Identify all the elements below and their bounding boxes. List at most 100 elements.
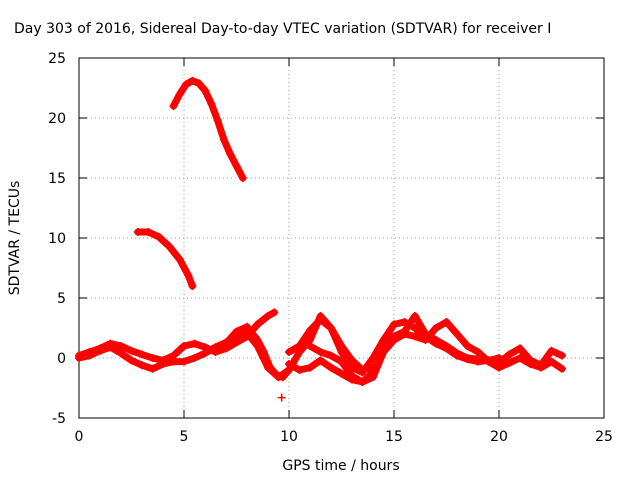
data-point bbox=[117, 342, 125, 350]
data-point bbox=[316, 348, 325, 356]
data-point bbox=[238, 174, 247, 182]
axis-ticks: 0 5 10 15 20 25 -5 0 5 10 15 20 25 bbox=[48, 51, 613, 445]
data-point bbox=[558, 351, 566, 360]
data-point bbox=[558, 364, 566, 373]
data-point bbox=[474, 355, 482, 364]
data-point bbox=[194, 79, 203, 88]
series-0 bbox=[169, 76, 247, 182]
data-point bbox=[285, 360, 293, 368]
data-point bbox=[175, 255, 184, 264]
data-point bbox=[154, 232, 163, 241]
data-points bbox=[75, 76, 566, 402]
x-tick-label: 10 bbox=[280, 429, 298, 445]
data-point bbox=[201, 86, 209, 95]
data-point bbox=[180, 342, 188, 350]
y-tick-label: 15 bbox=[48, 171, 66, 187]
data-point bbox=[175, 90, 184, 98]
x-tick-label: 15 bbox=[385, 429, 403, 445]
data-point bbox=[138, 350, 146, 359]
data-point bbox=[190, 354, 199, 362]
data-point bbox=[453, 349, 461, 358]
data-point bbox=[463, 342, 472, 350]
data-point bbox=[306, 342, 314, 350]
data-point bbox=[337, 369, 346, 378]
data-point bbox=[526, 356, 535, 365]
data-point bbox=[442, 318, 451, 326]
data-point bbox=[188, 282, 197, 290]
data-point bbox=[232, 327, 241, 336]
x-tick-label: 0 bbox=[75, 429, 84, 445]
y-tick-label: 10 bbox=[48, 231, 66, 247]
data-point bbox=[226, 150, 235, 158]
chart-title: Day 303 of 2016, Sidereal Day-to-day VTE… bbox=[14, 21, 551, 37]
y-tick-label: -5 bbox=[52, 411, 66, 427]
data-point bbox=[358, 368, 367, 377]
data-point bbox=[253, 336, 262, 344]
data-point bbox=[159, 360, 167, 368]
data-point bbox=[259, 348, 268, 356]
data-point bbox=[184, 271, 193, 280]
data-point bbox=[505, 358, 514, 367]
data-point bbox=[188, 76, 197, 85]
data-point bbox=[213, 116, 222, 125]
y-tick-label: 5 bbox=[57, 291, 66, 307]
data-point bbox=[463, 354, 472, 362]
data-point bbox=[266, 363, 275, 372]
data-point bbox=[85, 351, 94, 360]
data-point bbox=[75, 354, 83, 362]
data-point bbox=[264, 312, 272, 320]
data-point bbox=[180, 357, 188, 366]
data-point bbox=[316, 315, 325, 324]
data-point bbox=[144, 228, 153, 236]
data-point bbox=[316, 356, 325, 365]
data-point bbox=[278, 373, 287, 382]
data-point bbox=[243, 322, 251, 331]
data-point bbox=[133, 228, 142, 236]
data-point bbox=[432, 336, 440, 344]
data-point bbox=[516, 354, 524, 362]
data-point bbox=[165, 242, 174, 251]
data-point bbox=[505, 350, 514, 359]
data-point bbox=[495, 358, 503, 367]
data-point bbox=[411, 312, 419, 320]
data-point bbox=[379, 336, 388, 344]
data-point bbox=[182, 80, 191, 89]
y-tick-label: 20 bbox=[48, 111, 66, 127]
data-point bbox=[190, 339, 199, 348]
x-axis-label: GPS time / hours bbox=[282, 458, 399, 474]
data-point bbox=[453, 330, 461, 338]
data-point bbox=[211, 344, 220, 353]
data-point bbox=[207, 99, 216, 108]
data-point bbox=[295, 366, 304, 374]
data-point bbox=[295, 342, 304, 350]
data-point bbox=[270, 308, 279, 317]
data-point bbox=[390, 320, 398, 329]
data-point bbox=[272, 370, 281, 379]
series-2 bbox=[75, 308, 279, 365]
data-point bbox=[432, 324, 440, 332]
data-point bbox=[96, 346, 104, 355]
data-point bbox=[277, 393, 286, 402]
data-point bbox=[327, 363, 335, 372]
data-point bbox=[358, 378, 367, 386]
data-point bbox=[148, 364, 157, 373]
data-point bbox=[411, 332, 419, 341]
series-8 bbox=[277, 393, 286, 402]
data-point bbox=[379, 348, 388, 356]
data-point bbox=[127, 356, 136, 365]
data-point bbox=[390, 332, 398, 341]
x-tick-label: 20 bbox=[490, 429, 508, 445]
data-point bbox=[411, 324, 419, 332]
series-1 bbox=[133, 228, 197, 290]
data-point bbox=[337, 348, 346, 356]
series-trace bbox=[170, 77, 247, 182]
data-point bbox=[106, 343, 115, 352]
data-point bbox=[547, 357, 556, 366]
data-point bbox=[484, 356, 493, 365]
data-point bbox=[442, 342, 451, 350]
data-point bbox=[306, 363, 314, 372]
data-point bbox=[201, 349, 209, 358]
data-point bbox=[138, 361, 146, 370]
data-point bbox=[127, 346, 136, 355]
data-point bbox=[232, 162, 241, 170]
